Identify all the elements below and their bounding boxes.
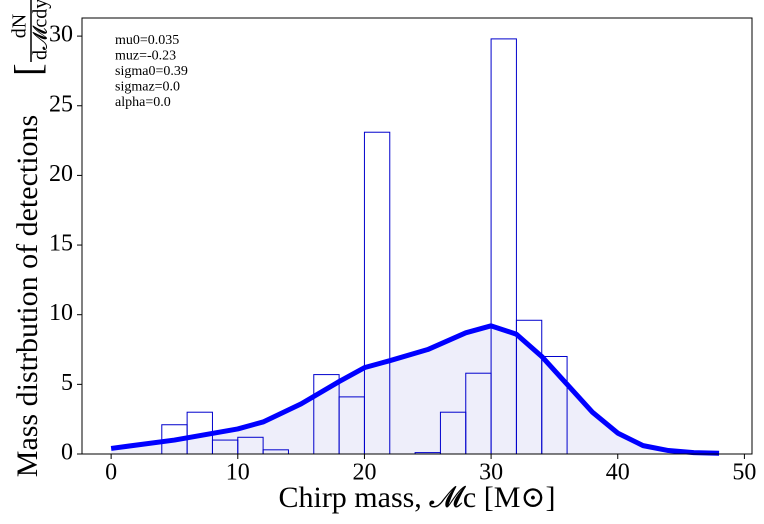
- y-axis-label-group: Mass distrbution of detections [ dN d𝓜cd…: [8, 0, 52, 477]
- x-tick-label: 30: [479, 460, 503, 486]
- y-axis-label: Mass distrbution of detections: [11, 115, 44, 477]
- plot-frame: [81, 17, 753, 455]
- y-tick-label: 10: [49, 300, 73, 326]
- y-label-denominator: d𝓜cdyr: [30, 0, 52, 60]
- y-tick-label: 5: [61, 370, 73, 396]
- x-axis-label: Chirp mass, 𝓜c [M⊙]: [278, 481, 555, 514]
- annotation: sigmaz=0.0: [115, 80, 180, 95]
- y-tick-label: 20: [49, 161, 73, 187]
- annotation: alpha=0.0: [115, 95, 171, 110]
- annotation: mu0=0.035: [115, 33, 179, 48]
- y-label-numerator: dN: [9, 14, 31, 38]
- x-tick-label: 0: [105, 460, 117, 486]
- bracket: [: [8, 63, 50, 76]
- y-tick-label: 25: [49, 91, 73, 117]
- y-tick-label: 30: [49, 22, 73, 48]
- x-tick-label: 20: [352, 460, 376, 486]
- y-tick-label: 15: [49, 231, 73, 257]
- annotation: sigma0=0.39: [115, 64, 188, 79]
- x-tick-label: 40: [606, 460, 630, 486]
- x-tick-label: 50: [732, 460, 756, 486]
- curve-line: [110, 323, 720, 456]
- x-tick-label: 10: [226, 460, 250, 486]
- annotation: muz=-0.23: [115, 49, 176, 64]
- y-tick-label: 0: [61, 440, 73, 466]
